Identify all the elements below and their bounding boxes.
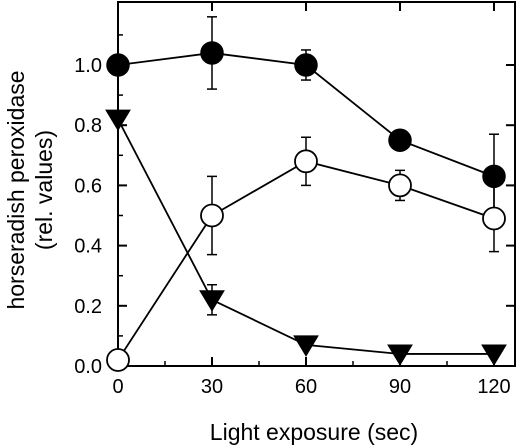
y-axis-label-line-1: horseradish peroxidase <box>3 70 29 309</box>
series-1-point-2 <box>294 149 318 174</box>
series-2 <box>105 109 507 366</box>
series-layer <box>105 16 507 372</box>
series-2-point-2 <box>293 335 319 357</box>
series-0-point-3 <box>388 128 412 152</box>
series-2-point-0 <box>105 109 131 132</box>
x-tick-label-2: 60 <box>295 376 317 398</box>
series-0-point-1 <box>200 41 224 65</box>
series-0-point-2 <box>294 53 318 77</box>
y-tick-label-1: 0.2 <box>74 296 102 318</box>
x-tick-label-4: 120 <box>477 376 510 398</box>
x-axis-label: Light exposure (sec) <box>210 419 418 445</box>
series-1-point-3 <box>388 173 412 198</box>
series-2-point-4 <box>481 344 507 366</box>
series-0 <box>106 16 506 220</box>
y-tick-label-3: 0.6 <box>74 175 102 197</box>
y-tick-label-5: 1.0 <box>74 55 102 77</box>
y-axis-label-line-2: (rel. values) <box>31 130 57 250</box>
axis-tick-labels: 0 30 60 90 120 0.0 0.2 0.4 0.6 0.8 1.0 <box>74 55 511 398</box>
series-2-point-1 <box>199 290 225 312</box>
series-1 <box>106 136 506 372</box>
series-1-point-4 <box>482 206 506 231</box>
series-1-line <box>117 160 495 361</box>
plot-area <box>117 1 516 367</box>
series-1-point-0 <box>106 348 130 372</box>
x-tick-label-3: 90 <box>389 376 411 398</box>
series-1-point-1 <box>200 203 224 228</box>
series-0-point-0 <box>106 53 130 77</box>
y-tick-label-2: 0.4 <box>74 236 102 258</box>
series-2-point-3 <box>387 344 413 366</box>
y-tick-label-4: 0.8 <box>74 115 102 137</box>
plot-frame <box>117 1 516 367</box>
x-tick-label-0: 0 <box>112 376 123 398</box>
y-tick-label-0: 0.0 <box>74 356 102 378</box>
x-tick-label-1: 30 <box>201 376 223 398</box>
series-0-point-4 <box>482 164 506 189</box>
